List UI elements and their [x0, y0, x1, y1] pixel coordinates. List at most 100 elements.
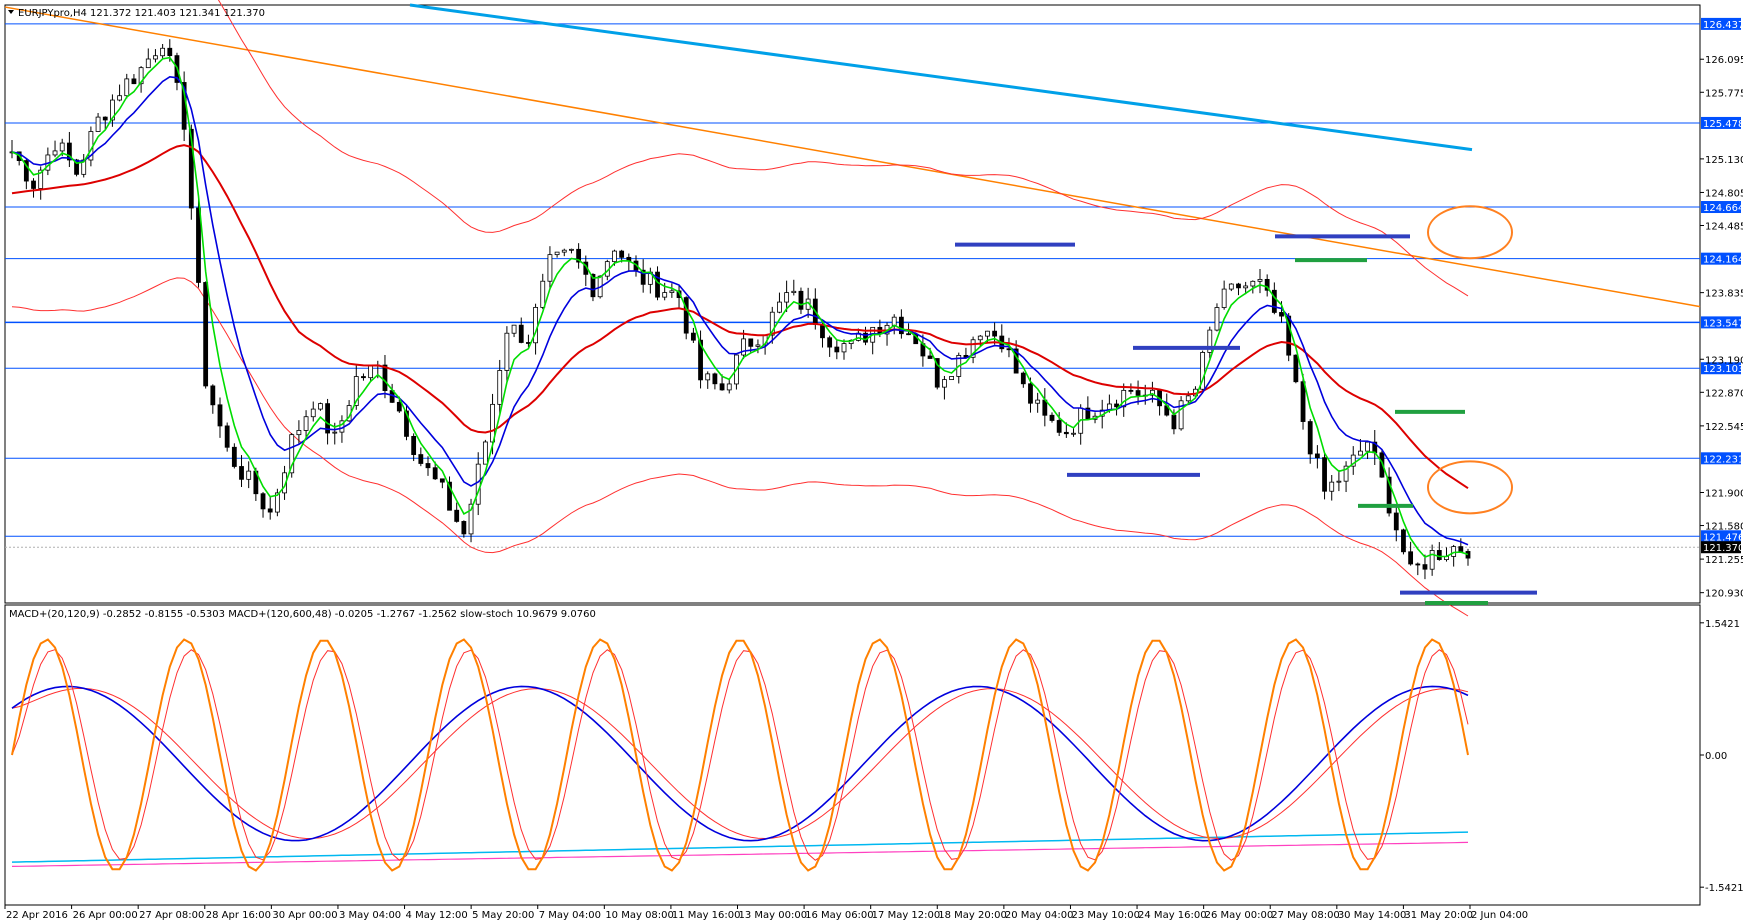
candle-body [296, 430, 302, 436]
candle-body [418, 454, 424, 464]
candle-body [511, 324, 517, 334]
candle-body [676, 290, 682, 298]
time-tick-label: 11 May 16:00 [672, 910, 741, 921]
candle-body [468, 503, 474, 535]
candle-body [1135, 390, 1141, 396]
time-tick-label: 5 May 20:00 [472, 910, 534, 921]
candle-body [325, 403, 330, 434]
time-tick-label: 13 May 00:00 [739, 910, 808, 921]
time-tick-label: 30 May 14:00 [1338, 910, 1407, 921]
candle-body [891, 316, 897, 326]
time-tick-label: 23 May 10:00 [1071, 910, 1140, 921]
candle-body [683, 297, 689, 334]
candle-body [318, 403, 323, 410]
current-price-box [1701, 541, 1741, 554]
candle-body [726, 383, 732, 391]
candle-body [368, 365, 374, 379]
candle-body [38, 169, 44, 189]
candle-body [1214, 307, 1220, 331]
time-tick-label: 24 May 16:00 [1138, 910, 1207, 921]
level-label: 124.164 [1703, 255, 1743, 266]
candle-body [1429, 550, 1435, 570]
moving-averages [11, 56, 1469, 559]
candle-body [547, 254, 553, 282]
candle-body [267, 508, 273, 513]
level-label-box [1701, 252, 1741, 265]
candle-body [303, 416, 309, 431]
candle-body [769, 311, 775, 336]
candle-body [712, 373, 718, 385]
candle-body [482, 441, 488, 465]
candle-body [432, 467, 438, 480]
candle-body [554, 251, 560, 256]
price-pane[interactable] [4, 4, 1701, 604]
candle-body [66, 142, 72, 161]
envelope-upper [217, 0, 1469, 297]
highlight-circles [1427, 205, 1513, 515]
candle-body [927, 355, 933, 359]
chevron-down-icon[interactable] [8, 10, 14, 14]
candle-body [239, 466, 244, 480]
candle-body [992, 330, 998, 337]
highlight-circle [1427, 205, 1513, 260]
time-tick-label: 7 May 04:00 [539, 910, 601, 921]
candle-body [1207, 329, 1213, 353]
candle-body [1035, 399, 1041, 404]
level-label: 123.103 [1703, 364, 1743, 375]
level-label: 126.437 [1703, 20, 1743, 31]
candle-body [95, 116, 101, 132]
candle-body [518, 324, 524, 343]
candle-body [1386, 476, 1392, 514]
candle-body [1465, 551, 1471, 559]
price-tick-label: 124.805 [1705, 188, 1743, 199]
candle-body [1422, 564, 1428, 570]
level-label: 125.478 [1703, 119, 1743, 130]
candle-body [1458, 546, 1464, 552]
candle-body [1358, 450, 1363, 456]
candle-body [1236, 283, 1241, 289]
candle-body [1314, 453, 1320, 459]
price-tick-label: 123.835 [1705, 289, 1743, 300]
time-tick-label: 27 May 08:00 [1271, 910, 1340, 921]
candle-body [985, 330, 990, 337]
candle-body [590, 273, 596, 298]
ema-mid-line [11, 75, 1469, 546]
candle-body [203, 282, 209, 387]
ema-slow-line [11, 144, 1469, 490]
candle-body [1221, 288, 1227, 308]
candle-body [1071, 432, 1076, 435]
candle-body [698, 339, 703, 381]
candle-body [188, 128, 194, 209]
time-tick-label: 27 Apr 08:00 [139, 910, 204, 921]
time-tick-label: 16 May 06:00 [805, 910, 874, 921]
candle-body [1401, 529, 1406, 553]
candle-body [561, 249, 567, 253]
candle-body [777, 301, 782, 313]
highlight-circle [1427, 460, 1513, 515]
candle-body [274, 492, 280, 513]
candle-body [231, 446, 237, 467]
candle-body [404, 410, 409, 437]
candle-body [1307, 421, 1313, 455]
envelope-bands [11, 0, 1469, 617]
candle-body [1436, 550, 1442, 560]
candle-body [425, 463, 431, 469]
candle-body [1279, 312, 1284, 317]
candle-body [1185, 395, 1191, 402]
candle-body [690, 332, 696, 341]
candle-body [949, 376, 954, 381]
candle-body [942, 379, 947, 388]
candle-body [167, 47, 173, 57]
candle-body [1343, 465, 1349, 482]
indicator-tick-label: 0.00 [1705, 751, 1727, 762]
candle-body [497, 370, 503, 405]
time-axis: 22 Apr 2016 26 Apr 00:00 27 Apr 08:00 28 Ap… [4, 905, 1528, 921]
candle-body [110, 99, 115, 121]
candle-body [160, 47, 166, 57]
price-tick-label: 124.485 [1705, 222, 1743, 233]
macd-fast-line [11, 685, 1469, 842]
symbol-header: EURJPYpro,H4 121.372 121.403 121.341 121… [8, 8, 265, 19]
candle-body [1271, 289, 1277, 313]
